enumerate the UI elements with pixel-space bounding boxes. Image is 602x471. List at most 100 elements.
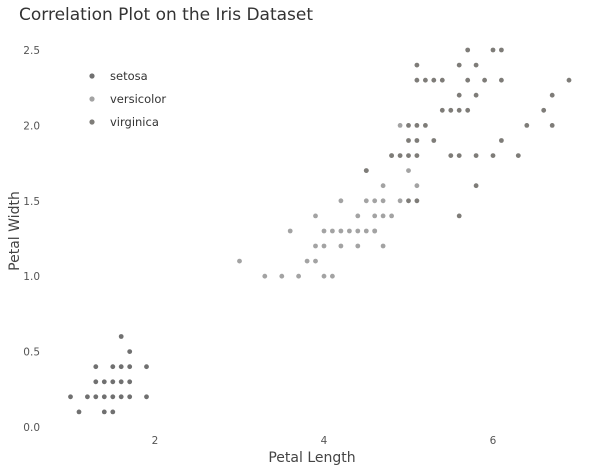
data-point [431,77,437,83]
data-point [448,153,454,159]
data-point [110,409,116,415]
data-point [524,123,530,128]
data-point [110,394,116,400]
data-point [144,394,149,400]
data-point [127,364,133,370]
data-point [456,92,462,98]
legend-marker [89,96,95,102]
data-point [499,138,504,143]
legend-label: setosa [110,69,148,83]
data-point [321,243,327,249]
data-point [406,168,411,174]
data-point [372,228,378,234]
data-point [473,62,479,68]
y-axis-title: Petal Width [7,191,23,271]
data-point [313,243,318,249]
data-point [389,213,394,219]
y-tick-label: 0.5 [23,347,40,359]
data-point [110,364,116,370]
legend: setosa versicolor virginica [89,69,166,129]
data-point [541,107,547,113]
data-point [101,394,107,400]
data-point [93,379,99,385]
data-point [127,379,133,385]
y-tick-label: 2.0 [23,120,40,132]
data-point [355,213,361,219]
x-axis-title: Petal Length [268,450,355,466]
data-point [380,198,386,204]
series-versicolor [237,123,420,279]
data-point [406,123,411,128]
data-point [287,228,293,234]
data-point [414,183,420,189]
data-point [439,77,445,83]
data-point [68,394,73,400]
data-point [237,258,242,264]
data-point [456,153,462,159]
data-point [397,123,403,128]
legend-item-versicolor: versicolor [89,92,166,106]
data-point [566,77,572,83]
data-point [127,394,133,400]
data-point [414,153,420,159]
data-point [363,168,369,174]
data-point [380,183,386,189]
data-point [465,107,471,113]
data-point [423,77,428,83]
data-point [338,198,344,204]
series-virginica [363,47,572,219]
legend-item-setosa: setosa [89,69,148,83]
data-point [499,47,504,53]
data-point [490,47,496,53]
chart-title: Correlation Plot on the Iris Dataset [19,5,314,25]
data-point [439,107,445,113]
data-point [414,62,420,68]
data-point [338,228,344,234]
data-point [101,379,107,385]
y-tick-label: 0.0 [23,422,40,434]
y-axis-ticks: 0.0 0.5 1.0 1.5 2.0 2.5 [23,45,40,434]
data-point [499,77,504,83]
data-point [549,123,555,128]
data-point [127,349,133,354]
data-point [380,243,386,249]
data-point [389,153,394,159]
data-point [372,213,378,219]
data-point [414,123,420,128]
data-point [456,107,462,113]
data-point [465,47,471,53]
data-point [118,379,124,385]
data-point [338,243,344,249]
data-point [110,379,116,385]
data-point [473,92,479,98]
data-point [431,138,437,143]
data-point [456,213,462,219]
data-point [380,213,386,219]
points-layer [68,47,572,415]
data-point [482,77,487,83]
data-point [414,138,420,143]
data-point [93,364,99,370]
data-point [414,198,420,204]
legend-item-virginica: virginica [89,115,159,129]
data-point [313,213,318,219]
data-point [490,153,496,159]
data-point [76,409,82,415]
data-point [118,394,124,400]
data-point [313,258,318,264]
data-point [372,198,378,204]
data-point [93,394,99,400]
legend-marker [89,119,95,125]
data-point [118,364,124,370]
data-point [473,153,479,159]
data-point [549,92,555,98]
data-point [330,228,335,234]
data-point [473,183,479,189]
data-point [406,153,411,159]
data-point [448,107,454,113]
data-point [397,198,403,204]
legend-label: virginica [110,115,159,129]
data-point [296,273,301,279]
x-tick-label: 4 [321,435,328,447]
